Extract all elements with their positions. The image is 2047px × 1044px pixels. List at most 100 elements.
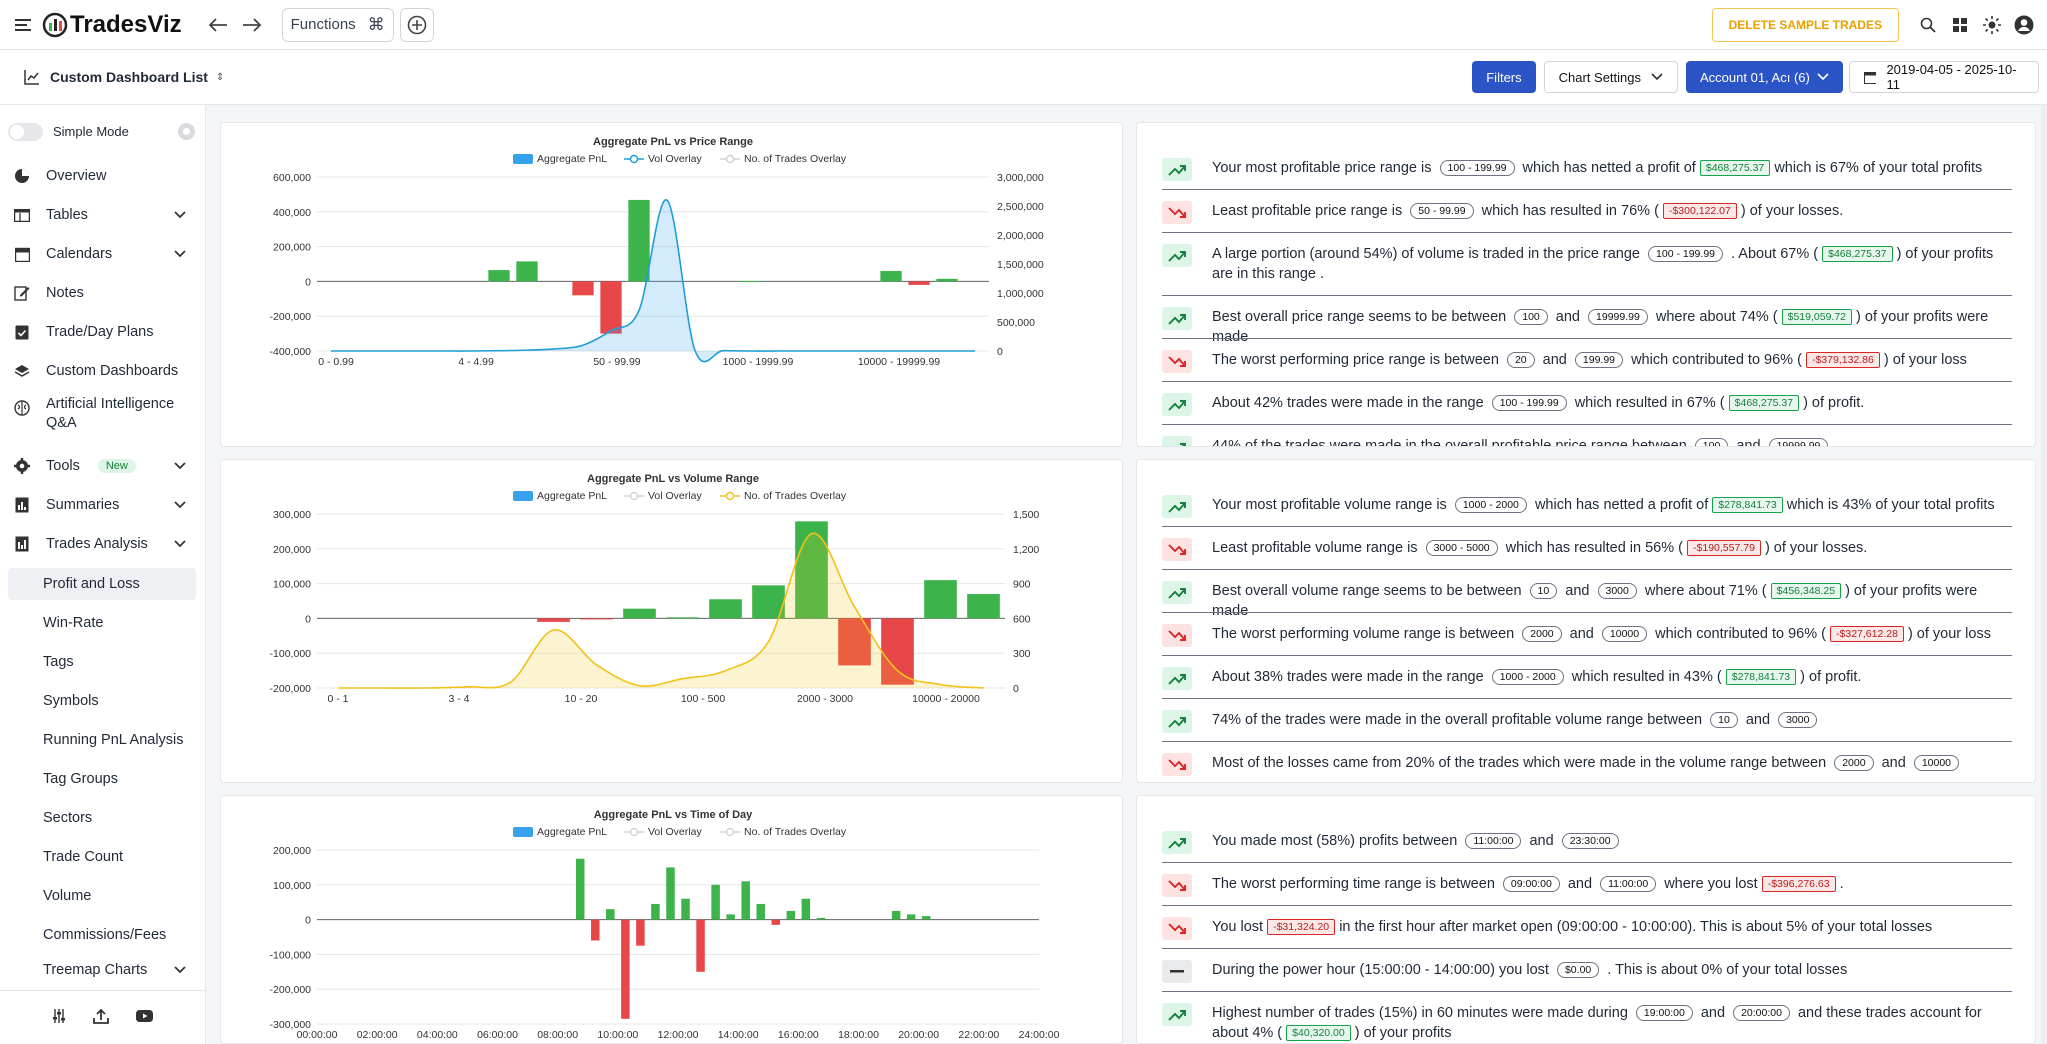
insight-divider: [1162, 741, 2012, 742]
insight-row: You made most (58%) profits between 11:0…: [1162, 831, 2012, 854]
sidebar-subitem-trade-count[interactable]: Trade Count: [43, 849, 124, 865]
trend-down-icon: [1162, 624, 1192, 647]
chevron-down-icon: [174, 250, 186, 258]
dashboard-list-dropdown[interactable]: Custom Dashboard List ⇕: [24, 69, 224, 85]
add-circle-icon[interactable]: [399, 7, 434, 42]
page-scrollbar[interactable]: [2041, 105, 2047, 1044]
value-pill: 19999.99: [1768, 438, 1829, 446]
sidebar-item-ai-qa[interactable]: Artificial Intelligence Q&A: [8, 395, 196, 439]
sidebar-subitem-volume[interactable]: Volume: [43, 888, 92, 904]
functions-button[interactable]: Functions ⌘: [281, 7, 394, 42]
forward-arrow-icon[interactable]: [240, 13, 264, 37]
sidebar-item-calendars[interactable]: Calendars: [8, 239, 196, 269]
x-tick-label: 10000 - 19999.99: [858, 356, 940, 368]
sidebar-subitem-tags[interactable]: Tags: [43, 654, 74, 670]
insight-row: 44% of the trades were made in the overa…: [1162, 436, 2012, 446]
chevron-down-icon: [1651, 73, 1663, 81]
insight-divider: [1162, 698, 2012, 699]
sidebar-item-summaries[interactable]: Summaries: [8, 490, 196, 520]
sidebar-item-tools[interactable]: Tools New: [8, 451, 196, 481]
sidebar-subitem-sectors[interactable]: Sectors: [43, 810, 93, 826]
delete-sample-trades-button[interactable]: DELETE SAMPLE TRADES: [1711, 7, 1899, 42]
value-pill: 10: [1710, 712, 1738, 728]
back-arrow-icon[interactable]: [206, 13, 230, 37]
y-tick-label: -200,000: [270, 683, 312, 695]
sidebar-item-label: Trade/Day Plans: [46, 324, 154, 340]
sidebar-item-trades-analysis[interactable]: Trades Analysis: [8, 529, 196, 559]
x-tick-label: 22:00:00: [958, 1029, 999, 1041]
insight-text: Your most profitable volume range is 100…: [1212, 495, 1995, 515]
pnl-bar: [572, 281, 594, 296]
sidebar-item-label: Calendars: [46, 246, 113, 262]
theme-sun-icon[interactable]: [1981, 14, 2003, 36]
y2-tick-label: 300: [1013, 648, 1031, 660]
sidebar-subitem-symbols[interactable]: Symbols: [43, 693, 99, 709]
sidebar-item-trade-day-plans[interactable]: Trade/Day Plans: [8, 317, 196, 347]
sidebar-item-overview[interactable]: Overview: [8, 161, 196, 191]
user-avatar-icon[interactable]: [2013, 14, 2035, 36]
pnl-bar: [628, 199, 650, 282]
filters-button[interactable]: Filters: [1472, 61, 1536, 93]
simple-mode-label: Simple Mode: [53, 124, 129, 139]
sidebar-subitem-tag-groups[interactable]: Tag Groups: [43, 771, 118, 787]
simple-mode-toggle[interactable]: [8, 123, 43, 141]
value-pill: 10: [1529, 583, 1558, 599]
insight-text-fragment: ) of your losses.: [1764, 540, 1868, 556]
insight-text: Best overall volume range seems to be be…: [1212, 581, 2012, 621]
apps-grid-icon[interactable]: [1949, 14, 1971, 36]
upload-icon[interactable]: [92, 1007, 110, 1025]
sidebar-item-tables[interactable]: Tables: [8, 200, 196, 230]
x-tick-label: 50 - 99.99: [593, 356, 640, 368]
y-tick-label: 0: [305, 276, 311, 288]
insight-text-fragment: Most of the losses came from 20% of the …: [1212, 755, 1827, 771]
value-pill: 23:30:00: [1561, 833, 1619, 849]
sidebar-item-custom-dashboards[interactable]: Custom Dashboards: [8, 356, 196, 386]
sidebar-subitem-profit-and-loss[interactable]: Profit and Loss: [8, 568, 196, 600]
y-tick-label: 300,000: [273, 509, 311, 521]
value-pill: 100 - 199.99: [1648, 246, 1723, 262]
x-tick-label: 10000 - 20000: [912, 693, 980, 705]
pnl-bar: [488, 270, 510, 282]
trend-up-icon: [1162, 158, 1192, 181]
date-range-picker[interactable]: 2019-04-05 - 2025-10-11: [1849, 61, 2039, 93]
legend-marker-trades: [725, 491, 735, 501]
sidebar-item-notes[interactable]: Notes: [8, 278, 196, 308]
insight-row: The worst performing volume range is bet…: [1162, 624, 2012, 647]
sidebar-subitem-treemap[interactable]: Treemap Charts: [8, 958, 196, 980]
time-of-day-chart-card: Aggregate PnL vs Time of Day Aggregate Pn…: [220, 795, 1123, 1044]
insight-text-fragment: ) of your profits were made: [1212, 583, 1978, 619]
insight-text: Best overall price range seems to be bet…: [1212, 307, 2012, 347]
insight-divider: [1162, 905, 2012, 906]
sidebar-subitem-commissions[interactable]: Commissions/Fees: [43, 927, 167, 943]
insight-text-fragment: ) of your losses.: [1740, 203, 1844, 219]
time-of-day-chart: Aggregate PnL vs Time of Day Aggregate Pn…: [270, 809, 1060, 1041]
trend-up-icon: [1162, 495, 1192, 518]
y2-tick-label: 600: [1013, 613, 1031, 625]
insight-row: Highest number of trades (15%) in 60 min…: [1162, 1003, 2012, 1043]
insight-text-fragment: and: [1542, 352, 1567, 368]
chevron-down-icon: [174, 966, 186, 974]
insight-text-fragment: and: [1565, 583, 1590, 599]
account-selector[interactable]: Account 01, Acı (6): [1686, 61, 1843, 93]
app-logo[interactable]: TradesViz: [42, 11, 182, 39]
y-tick-label: 0: [305, 613, 311, 625]
sliders-icon[interactable]: [50, 1007, 68, 1025]
time-insights-card: You made most (58%) profits between 11:0…: [1136, 795, 2036, 1044]
chart-settings-dropdown[interactable]: Chart Settings: [1543, 61, 1678, 93]
insight-text-fragment: where you lost: [1664, 876, 1758, 892]
sidebar-subitem-win-rate[interactable]: Win-Rate: [43, 615, 104, 631]
menu-icon[interactable]: [14, 15, 34, 35]
profit-badge: $468,275.37: [1728, 395, 1800, 411]
insight-text-fragment: ) of your profits: [1354, 1025, 1452, 1041]
youtube-icon[interactable]: [135, 1007, 153, 1025]
search-icon[interactable]: [1917, 14, 1939, 36]
sidebar-subitem-running-pnl[interactable]: Running PnL Analysis: [43, 732, 184, 748]
y2-tick-label: 1,500: [1013, 509, 1039, 521]
settings-gear-icon[interactable]: [178, 123, 195, 140]
insight-row: Least profitable price range is 50 - 99.…: [1162, 201, 2012, 224]
insight-row: Your most profitable price range is 100 …: [1162, 158, 2012, 181]
x-tick-label: 10 - 20: [565, 693, 598, 705]
value-pill: $0.00: [1556, 962, 1600, 978]
legend-label-vol: Vol Overlay: [648, 153, 702, 165]
pnl-bar: [795, 521, 828, 619]
